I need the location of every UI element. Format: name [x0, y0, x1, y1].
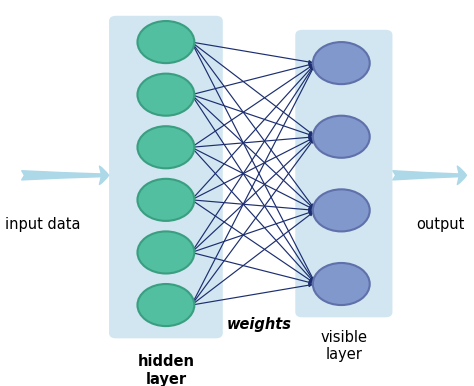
Text: weights: weights	[227, 317, 292, 332]
FancyBboxPatch shape	[295, 30, 392, 317]
Text: input data: input data	[5, 217, 80, 232]
Circle shape	[137, 284, 194, 326]
Circle shape	[313, 190, 370, 232]
Circle shape	[313, 116, 370, 158]
Circle shape	[137, 74, 194, 116]
Text: hidden
layer: hidden layer	[137, 354, 194, 386]
Circle shape	[137, 232, 194, 274]
Circle shape	[137, 126, 194, 168]
Circle shape	[137, 179, 194, 221]
Circle shape	[313, 263, 370, 305]
Circle shape	[137, 21, 194, 63]
Text: visible
layer: visible layer	[320, 330, 367, 362]
FancyBboxPatch shape	[109, 16, 223, 339]
Text: output: output	[416, 217, 465, 232]
Circle shape	[313, 42, 370, 84]
